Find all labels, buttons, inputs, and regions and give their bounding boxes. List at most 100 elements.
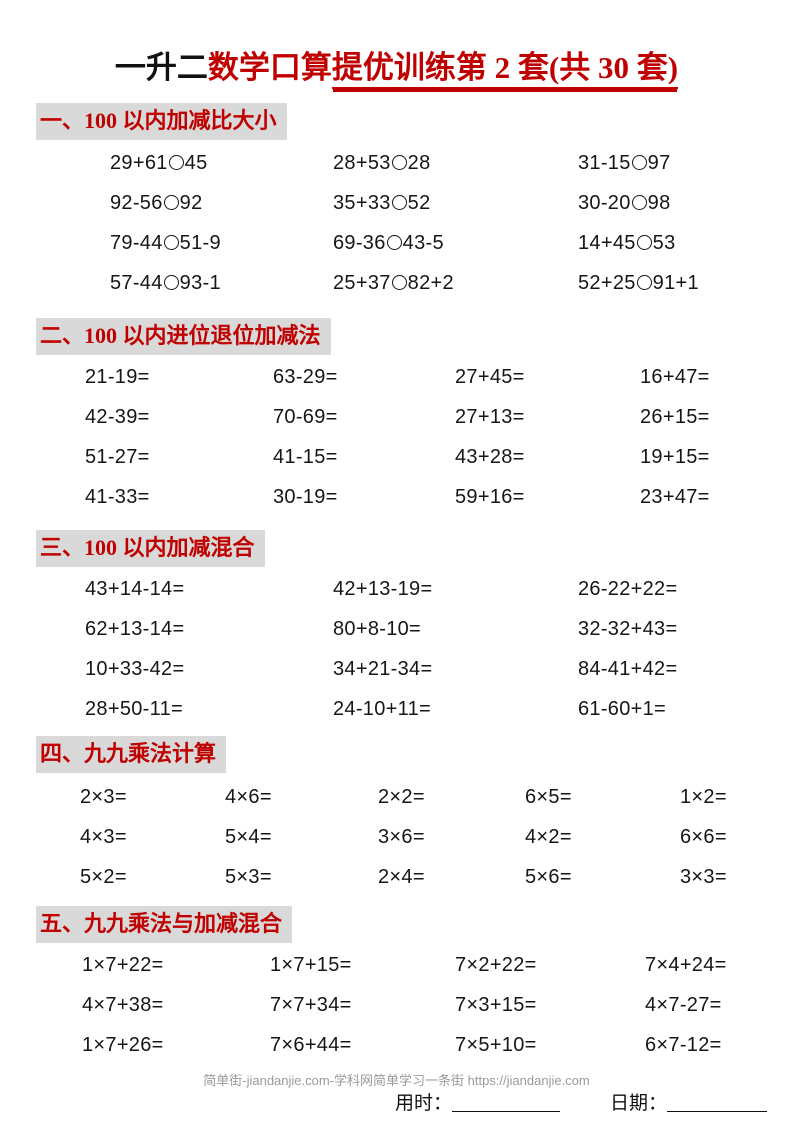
- problem-cell[interactable]: 42+13-19=: [333, 578, 432, 601]
- problem-cell[interactable]: 92-56 92: [110, 192, 203, 215]
- problem-cell[interactable]: 51-27=: [85, 446, 150, 469]
- problem-cell[interactable]: 7×2+22=: [455, 954, 537, 977]
- problem-cell[interactable]: 29+61 45: [110, 152, 208, 175]
- problem-cell[interactable]: 4×7+38=: [82, 994, 164, 1017]
- problem-cell[interactable]: 16+47=: [640, 366, 710, 389]
- problem-grid-1: 29+61 45 28+53 28 31-15 97 92-56 92 35+33 52 30-20…: [0, 152, 793, 312]
- problem-cell[interactable]: 2×2=: [378, 786, 425, 809]
- problem-cell[interactable]: 30-19=: [273, 486, 338, 509]
- compare-left-expr: 52+25: [578, 272, 636, 294]
- problem-cell[interactable]: 52+25 91+1: [578, 272, 699, 295]
- problem-cell[interactable]: 26-22+22=: [578, 578, 677, 601]
- problem-cell[interactable]: 80+8-10=: [333, 618, 421, 641]
- problem-cell[interactable]: 7×7+34=: [270, 994, 352, 1017]
- compare-left-expr: 25+37: [333, 272, 391, 294]
- page-title: 一升二数学口算提优训练第 2 套(共 30 套): [0, 42, 793, 89]
- problem-cell[interactable]: 35+33 52: [333, 192, 431, 215]
- problem-cell[interactable]: 1×7+26=: [82, 1034, 164, 1057]
- date-blank[interactable]: [667, 1111, 768, 1112]
- problem-cell[interactable]: 27+13=: [455, 406, 525, 429]
- time-blank[interactable]: [452, 1111, 561, 1112]
- problem-cell[interactable]: 57-44 93-1: [110, 272, 221, 295]
- problem-expression: 10+33-42=: [85, 658, 185, 680]
- problem-row: 28+50-11= 24-10+11= 61-60+1=: [0, 698, 793, 738]
- problem-cell[interactable]: 19+15=: [640, 446, 710, 469]
- comparison-circle-icon[interactable]: [391, 275, 407, 290]
- problem-cell[interactable]: 27+45=: [455, 366, 525, 389]
- problem-row: 5×2= 5×3= 2×4= 5×6= 3×3=: [0, 866, 793, 906]
- problem-cell[interactable]: 62+13-14=: [85, 618, 184, 641]
- section-heading-label: 一、100 以内加减比大小: [36, 103, 287, 140]
- problem-cell[interactable]: 34+21-34=: [333, 658, 432, 681]
- comparison-circle-icon[interactable]: [163, 275, 179, 290]
- problem-expression: 42+13-19=: [333, 578, 433, 600]
- problem-cell[interactable]: 28+50-11=: [85, 698, 183, 721]
- comparison-circle-icon[interactable]: [391, 155, 407, 170]
- comparison-circle-icon[interactable]: [636, 235, 652, 250]
- problem-cell[interactable]: 5×6=: [525, 866, 572, 889]
- problem-cell[interactable]: 59+16=: [455, 486, 525, 509]
- problem-cell[interactable]: 3×3=: [680, 866, 727, 889]
- problem-cell[interactable]: 5×2=: [80, 866, 127, 889]
- problem-cell[interactable]: 4×3=: [80, 826, 127, 849]
- comparison-circle-icon[interactable]: [168, 155, 184, 170]
- problem-cell[interactable]: 3×6=: [378, 826, 425, 849]
- problem-cell[interactable]: 41-33=: [85, 486, 150, 509]
- problem-cell[interactable]: 26+15=: [640, 406, 710, 429]
- problem-cell[interactable]: 79-44 51-9: [110, 232, 221, 255]
- problem-cell[interactable]: 10+33-42=: [85, 658, 184, 681]
- compare-left-expr: 92-56: [110, 192, 163, 214]
- problem-expression: 59+16=: [455, 486, 525, 508]
- problem-cell[interactable]: 21-19=: [85, 366, 150, 389]
- comparison-circle-icon[interactable]: [631, 155, 647, 170]
- problem-cell[interactable]: 42-39=: [85, 406, 150, 429]
- problem-cell[interactable]: 4×6=: [225, 786, 272, 809]
- problem-cell[interactable]: 5×3=: [225, 866, 272, 889]
- problem-cell[interactable]: 31-15 97: [578, 152, 671, 175]
- problem-cell[interactable]: 4×2=: [525, 826, 572, 849]
- problem-cell[interactable]: 1×7+22=: [82, 954, 164, 977]
- problem-cell[interactable]: 41-15=: [273, 446, 338, 469]
- problem-expression: 2×3=: [80, 786, 127, 808]
- problem-cell[interactable]: 6×6=: [680, 826, 727, 849]
- problem-cell[interactable]: 43+28=: [455, 446, 525, 469]
- problem-cell[interactable]: 7×4+24=: [645, 954, 727, 977]
- comparison-circle-icon[interactable]: [391, 195, 407, 210]
- comparison-circle-icon[interactable]: [636, 275, 652, 290]
- comparison-circle-icon[interactable]: [163, 235, 179, 250]
- problem-cell[interactable]: 7×5+10=: [455, 1034, 537, 1057]
- problem-cell[interactable]: 1×2=: [680, 786, 727, 809]
- problem-cell[interactable]: 23+47=: [640, 486, 710, 509]
- problem-cell[interactable]: 69-36 43-5: [333, 232, 444, 255]
- problem-cell[interactable]: 24-10+11=: [333, 698, 431, 721]
- problem-expression: 2×4=: [378, 866, 425, 888]
- problem-cell[interactable]: 6×5=: [525, 786, 572, 809]
- problem-expression: 3×3=: [680, 866, 727, 888]
- problem-cell[interactable]: 2×3=: [80, 786, 127, 809]
- problem-cell[interactable]: 70-69=: [273, 406, 338, 429]
- problem-cell[interactable]: 5×4=: [225, 826, 272, 849]
- problem-cell[interactable]: 6×7-12=: [645, 1034, 722, 1057]
- problem-cell[interactable]: 7×6+44=: [270, 1034, 352, 1057]
- problem-cell[interactable]: 1×7+15=: [270, 954, 352, 977]
- problem-cell[interactable]: 61-60+1=: [578, 698, 666, 721]
- problem-cell[interactable]: 28+53 28: [333, 152, 431, 175]
- comparison-circle-icon[interactable]: [163, 195, 179, 210]
- problem-cell[interactable]: 43+14-14=: [85, 578, 184, 601]
- problem-cell[interactable]: 84-41+42=: [578, 658, 677, 681]
- problem-cell[interactable]: 32-32+43=: [578, 618, 677, 641]
- problem-cell[interactable]: 14+45 53: [578, 232, 676, 255]
- problem-expression: 19+15=: [640, 446, 710, 468]
- problem-cell[interactable]: 63-29=: [273, 366, 338, 389]
- problem-expression: 62+13-14=: [85, 618, 185, 640]
- problem-cell[interactable]: 7×3+15=: [455, 994, 537, 1017]
- problem-expression: 28+50-11=: [85, 698, 183, 720]
- comparison-circle-icon[interactable]: [386, 235, 402, 250]
- problem-expression: 7×6+44=: [270, 1034, 352, 1056]
- comparison-circle-icon[interactable]: [631, 195, 647, 210]
- problem-cell[interactable]: 25+37 82+2: [333, 272, 454, 295]
- problem-expression: 4×6=: [225, 786, 272, 808]
- problem-cell[interactable]: 30-20 98: [578, 192, 671, 215]
- problem-cell[interactable]: 4×7-27=: [645, 994, 722, 1017]
- problem-cell[interactable]: 2×4=: [378, 866, 425, 889]
